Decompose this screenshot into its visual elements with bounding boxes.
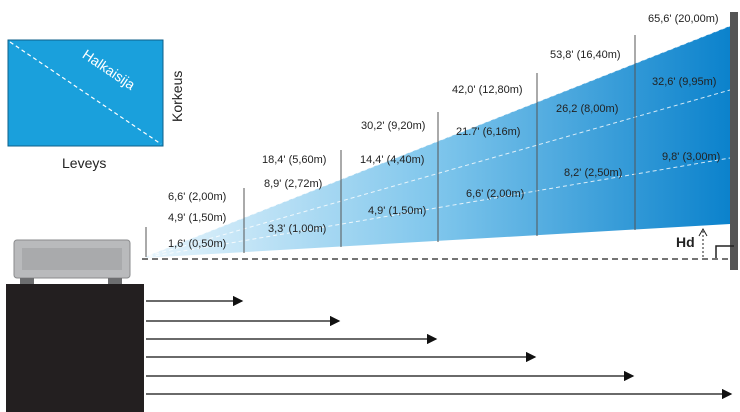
upper-label-4: 21.7' (6,16m) bbox=[456, 126, 520, 138]
labels-screen-height: 6,6' (2,00m) 18,4' (5,60m) 30,2' (9,20m)… bbox=[168, 13, 719, 203]
projector-top-panel bbox=[22, 248, 122, 270]
height-label-3: 30,2' (9,20m) bbox=[361, 120, 425, 132]
lower-label-6: 9,8' (3,00m) bbox=[662, 151, 720, 163]
beam-upper-guide bbox=[141, 89, 731, 259]
upper-label-1: 4,9' (1,50m) bbox=[168, 212, 226, 224]
offset-arrow-icon bbox=[698, 227, 708, 237]
diagonal-line bbox=[9, 41, 162, 145]
height-label-6: 65,6' (20,00m) bbox=[648, 13, 719, 25]
lower-label-5: 8,2' (2,50m) bbox=[564, 167, 622, 179]
offset-label: Hd bbox=[676, 234, 695, 250]
beam-lower-guide bbox=[141, 157, 731, 259]
upper-label-3: 14,4' (4,40m) bbox=[360, 154, 424, 166]
labels-screen-upper: 4,9' (1,50m) 8,9' (2,72m) 14,4' (4,40m) … bbox=[168, 76, 716, 224]
lower-label-4: 6,6' (2,00m) bbox=[466, 188, 524, 200]
screen-diagram: Halkaisija Korkeus Leveys bbox=[7, 39, 185, 171]
projector-foot-left bbox=[20, 278, 34, 284]
width-label: Leveys bbox=[62, 155, 106, 171]
labels-screen-lower: 1,6' (0,50m) 3,3' (1,00m) 4,9' (1,50m) 6… bbox=[168, 151, 720, 250]
upper-label-2: 8,9' (2,72m) bbox=[264, 178, 322, 190]
wall-screen bbox=[730, 12, 738, 270]
upper-label-6: 32,6' (9,95m) bbox=[652, 76, 716, 88]
lower-label-3: 4,9' (1,50m) bbox=[368, 205, 426, 217]
projector-foot-right bbox=[108, 278, 122, 284]
offset-bracket bbox=[715, 245, 734, 258]
height-label: Korkeus bbox=[169, 71, 185, 122]
height-label-1: 6,6' (2,00m) bbox=[168, 191, 226, 203]
projector-table bbox=[6, 284, 144, 412]
upper-label-5: 26,2 (8,00m) bbox=[556, 103, 618, 115]
height-label-4: 42,0' (12,80m) bbox=[452, 84, 523, 96]
height-label-5: 53,8' (16,40m) bbox=[550, 49, 621, 61]
distance-arrows bbox=[146, 295, 733, 400]
lower-label-1: 1,6' (0,50m) bbox=[168, 238, 226, 250]
beam-top-edge bbox=[141, 25, 731, 259]
projection-beam bbox=[141, 25, 731, 259]
lower-label-2: 3,3' (1,00m) bbox=[268, 223, 326, 235]
projector bbox=[6, 239, 144, 412]
height-label-2: 18,4' (5,60m) bbox=[262, 154, 326, 166]
offset-indicator: Hd bbox=[676, 227, 734, 258]
